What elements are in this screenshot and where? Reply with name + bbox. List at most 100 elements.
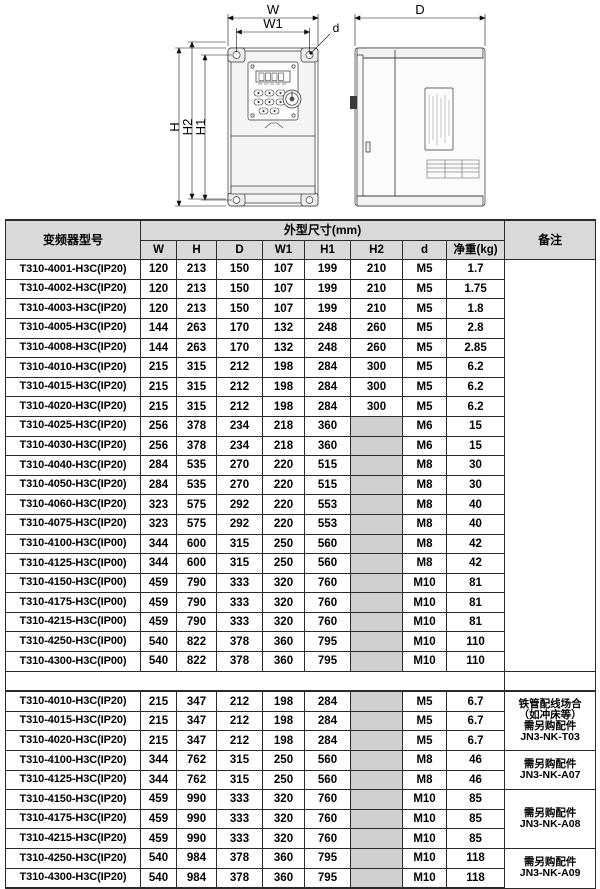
cell-weight: 30	[445, 474, 506, 496]
cell-model: T310-4075-H3C(IP20)	[5, 513, 141, 535]
cell-h2	[350, 808, 403, 830]
cell-model: T310-4015-H3C(IP20)	[5, 710, 141, 732]
remark-line: 需另购配件	[523, 856, 577, 869]
cell-h1: 284	[304, 730, 351, 752]
cell-model: T310-4030-H3C(IP20)	[5, 435, 141, 457]
cell-h2	[350, 572, 403, 594]
cell-screw: M10	[402, 789, 447, 810]
header-screw: d	[402, 239, 447, 261]
cell-w: 120	[140, 278, 177, 300]
cell-screw: M5	[402, 730, 447, 752]
cell-h2	[350, 789, 403, 810]
table-row: T310-4001-H3C(IP20) 120 213 150 107 199 210 M5 1…	[5, 259, 597, 672]
cell-weight: 2.85	[445, 337, 506, 359]
cell-h2	[350, 730, 403, 752]
label-h2: H2	[180, 119, 195, 136]
table-row: T310-4005-H3C(IP20) 144 263 170 132 248 260 M5 2…	[5, 317, 596, 339]
cell-weight: 40	[445, 513, 506, 535]
cell-weight: 118	[445, 848, 506, 869]
cell-screw: M5	[402, 337, 447, 359]
cell-weight: 46	[445, 769, 506, 791]
cell-screw: M8	[402, 494, 447, 515]
cell-weight: 15	[445, 435, 506, 457]
table-body: T310-4001-H3C(IP20) 120 213 150 107 199 210 M5 1…	[4, 259, 597, 889]
cell-w1: 250	[262, 769, 305, 791]
cell-d: 292	[216, 513, 263, 535]
cell-h1: 199	[304, 298, 351, 319]
cell-w: 344	[140, 769, 177, 791]
cell-d: 378	[216, 848, 263, 869]
cell-h2	[350, 553, 403, 574]
cell-h2	[350, 474, 403, 496]
cell-model: T310-4150-H3C(IP00)	[5, 572, 141, 594]
cell-w1: 320	[262, 572, 305, 594]
remark-line: JN3-NK-A07	[519, 769, 581, 782]
cell-h: 378	[176, 415, 217, 437]
cell-w: 540	[140, 651, 177, 672]
table-row: T310-4020-H3C(IP20) 215 315 212 198 284 300 M5 6…	[5, 396, 596, 417]
cell-w1: 218	[262, 435, 305, 457]
cell-h: 315	[176, 396, 217, 417]
remark-line: 需另购配件	[523, 807, 577, 820]
cell-h1: 515	[304, 474, 351, 496]
cell-d: 270	[216, 474, 263, 496]
cell-d: 212	[216, 730, 263, 752]
table-row: T310-4250-H3C(IP00) 540 822 378 360 795 M10 110	[5, 631, 596, 653]
specification-table: 变频器型号 外型尺寸(mm) 备注 W H D W1 H1 H2 d 净重(kg…	[4, 218, 597, 889]
label-d-screw: d	[333, 21, 340, 35]
cell-model: T310-4150-H3C(IP20)	[5, 789, 141, 810]
cell-d: 234	[216, 435, 263, 457]
cell-h2	[350, 513, 403, 535]
cell-h1: 760	[304, 572, 351, 594]
cell-w: 144	[140, 337, 177, 359]
cell-d: 315	[216, 553, 263, 574]
cell-w1: 320	[262, 828, 305, 849]
specification-table-wrapper: 变频器型号 外型尺寸(mm) 备注 W H D W1 H1 H2 d 净重(kg…	[4, 218, 597, 889]
cell-h2	[350, 828, 403, 849]
cell-w1: 360	[262, 867, 305, 889]
cell-h: 822	[176, 631, 217, 653]
cell-w: 215	[140, 730, 177, 752]
cell-d: 333	[216, 592, 263, 613]
cell-screw: M10	[402, 592, 447, 613]
cell-w1: 320	[262, 611, 305, 633]
cell-w1: 198	[262, 396, 305, 417]
cell-h1: 199	[304, 278, 351, 300]
cell-model: T310-4100-H3C(IP00)	[5, 533, 141, 555]
cell-model: T310-4125-H3C(IP20)	[5, 769, 141, 791]
cell-h2: 260	[350, 337, 403, 359]
cell-weight: 6.7	[445, 710, 506, 732]
table-row: T310-4040-H3C(IP20) 284 535 270 220 515 M8 30	[5, 455, 596, 476]
table-row: T310-4100-H3C(IP20) 344 762 315 250 560 M8 46 需另…	[5, 750, 597, 791]
cell-h: 535	[176, 474, 217, 496]
cell-w1: 132	[262, 317, 305, 339]
cell-h: 213	[176, 298, 217, 319]
cell-screw: M10	[402, 611, 447, 633]
table-row: T310-4250-H3C(IP20) 540 984 378 360 795 M10 118…	[5, 848, 597, 889]
cell-screw: M8	[402, 750, 447, 771]
remark-line: JN3-NK-A09	[519, 867, 581, 880]
cell-weight: 1.8	[445, 298, 506, 319]
cell-h: 790	[176, 611, 217, 633]
cell-d: 315	[216, 533, 263, 555]
cell-h: 762	[176, 769, 217, 791]
header-h: H	[176, 239, 217, 261]
cell-w: 459	[140, 789, 177, 810]
cell-h1: 560	[304, 750, 351, 771]
cell-w: 540	[140, 848, 177, 869]
cell-h: 790	[176, 572, 217, 594]
cell-w1: 107	[262, 259, 305, 280]
cell-h2: 300	[350, 357, 403, 378]
cell-d: 315	[216, 769, 263, 791]
cell-w: 215	[140, 357, 177, 378]
cell-h: 762	[176, 750, 217, 771]
cell-h: 600	[176, 533, 217, 555]
table-row: T310-4015-H3C(IP20) 215 347 212 198 284 M5 6.7	[5, 710, 596, 732]
cell-h2	[350, 631, 403, 653]
cell-d: 150	[216, 278, 263, 300]
cell-screw: M6	[402, 415, 447, 437]
cell-h2: 210	[350, 278, 403, 300]
cell-model: T310-4010-H3C(IP20)	[5, 357, 141, 378]
table-row: T310-4025-H3C(IP20) 256 378 234 218 360 M6 15	[5, 415, 596, 437]
cell-model: T310-4020-H3C(IP20)	[5, 730, 141, 752]
